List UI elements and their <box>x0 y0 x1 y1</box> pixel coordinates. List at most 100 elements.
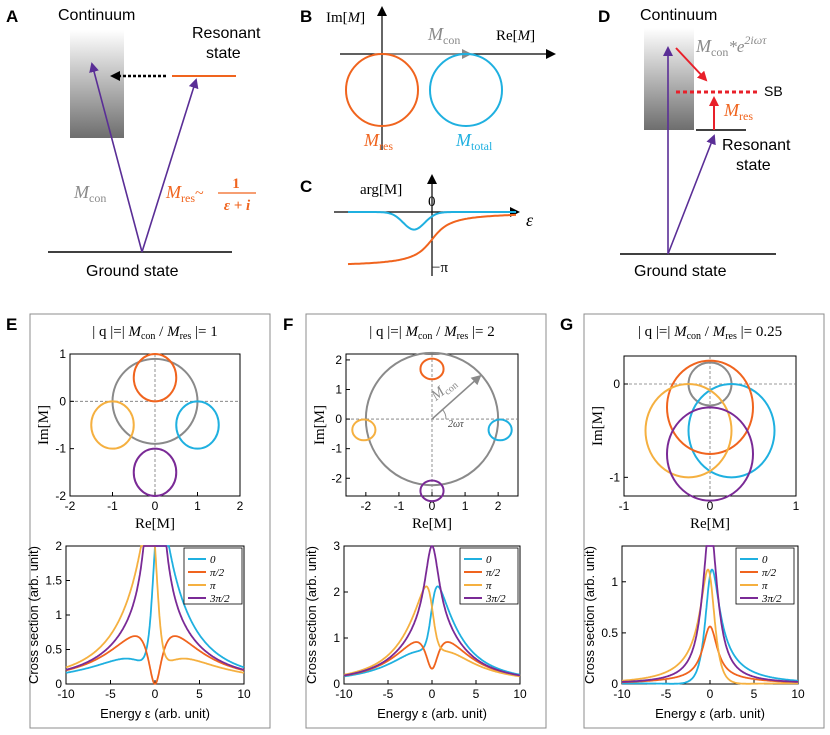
panel-a: A Continuum Resonant state Ground state … <box>6 7 261 280</box>
panelG-resonance-circle-blue <box>687 383 776 479</box>
panelE-xtick-label: 2 <box>237 499 244 513</box>
panelG-series-orange <box>622 625 798 684</box>
panelG-lower-xtick-label: 0 <box>707 687 714 701</box>
panelF-series-purple <box>344 544 520 677</box>
panelF-resonance-circle-blue <box>487 418 513 442</box>
panelF-lower-ytick-label: 0 <box>333 677 340 691</box>
panelF-xtick-label: -2 <box>361 499 372 513</box>
panelE-xtick-label: 1 <box>194 499 201 513</box>
panel-c-zero: 0 <box>428 194 436 210</box>
panel-b-ylabel: Im[M] <box>326 10 365 26</box>
panelG-lower-xtick-label: 10 <box>791 687 805 701</box>
panel-b-label: B <box>300 7 312 26</box>
panelF-ytick-label: -2 <box>331 471 342 485</box>
panelE-lower-ytick-label: 1.5 <box>45 574 62 588</box>
panel-a-continuum-arrow <box>89 62 143 253</box>
panelG-xlabel: Re[M] <box>690 516 730 532</box>
panel-e-cross-section: -10 -5 0 5 10 2 1.5 1 0.5 0 Energy ε (arb. unit) Cr… <box>26 539 251 721</box>
panel-f-angle-arc <box>441 408 447 420</box>
panelF-xtick-label: 0 <box>429 499 436 513</box>
panelE-ytick-label: 1 <box>59 347 66 361</box>
panelE-ytick-label: -2 <box>55 489 66 503</box>
panelG-legend-label-orange: π/2 <box>762 567 777 579</box>
panelG-lower-xtick-label: 5 <box>751 687 758 701</box>
panel-a-continuum-label: Continuum <box>58 7 135 24</box>
panel-a-label: A <box>6 7 18 26</box>
panelF-ylabel: Im[M] <box>312 405 328 445</box>
panel-a-mcon-label: Mcon <box>73 182 106 205</box>
panelE-resonance-circle-orange <box>132 353 178 403</box>
panelE-lower-xlabel: Energy ε (arb. unit) <box>100 706 210 721</box>
panelF-legend-box <box>459 547 519 605</box>
panel-d-resonant-line1: Resonant <box>722 137 791 154</box>
panelF-resonance-circle-purple <box>419 479 445 503</box>
panelG-xtick-label: -1 <box>619 499 630 513</box>
panelF-lower-xtick-label: -10 <box>335 687 353 701</box>
panelE-legend-box <box>183 547 243 605</box>
panel-d: D Continuum SB Resonant state Ground sta… <box>598 7 791 280</box>
panelF-xtick-label: 2 <box>495 499 502 513</box>
panel-b: B Im[M] Re[M] Mcon Mres Mtotal <box>300 6 556 153</box>
panelF-ytick-label: 2 <box>335 353 342 367</box>
panelF-lower-xtick-label: 5 <box>473 687 480 701</box>
panelF-xtick-label: -1 <box>394 499 405 513</box>
panel-e-frame <box>29 313 271 729</box>
panelG-resonance-circle-yellow <box>644 383 733 479</box>
panelG-series-yellow <box>622 568 798 685</box>
panel-d-resonant-line2: state <box>736 157 771 174</box>
panelE-legend-label-yellow: π <box>210 580 216 592</box>
panel-a-frac-denominator: ε + i <box>224 198 251 214</box>
panelG-title: | q |=| Mcon / Mres |= 0.25 <box>638 324 782 342</box>
panelE-xtick-label: -2 <box>65 499 76 513</box>
panelF-lower-ytick-label: 1 <box>333 631 340 645</box>
panelE-lower-xtick-label: -5 <box>105 687 116 701</box>
panelF-ytick-label: -1 <box>331 442 342 456</box>
panelE-xlabel: Re[M] <box>135 516 175 532</box>
panelF-lower-ylabel: Cross section (arb. unit) <box>304 546 319 684</box>
panelE-ylabel: Im[M] <box>36 405 52 445</box>
panelF-ytick-label: 1 <box>335 383 342 397</box>
panelE-lower-xtick-label: 10 <box>237 687 251 701</box>
panelE-title: | q |=| Mcon / Mres |= 1 <box>92 324 217 342</box>
panel-d-ground-label: Ground state <box>634 263 727 280</box>
panelG-legend-label-blue: 0 <box>762 554 768 566</box>
panelG-legend-box <box>735 547 795 605</box>
panelG-legend-label-yellow: π <box>762 580 768 592</box>
panel-d-mres-label: Mres <box>723 100 753 123</box>
panel-f-mcon-vector <box>431 374 482 420</box>
panel-a-resonant-line2: state <box>206 45 241 62</box>
panel-d-continuum-block <box>644 28 694 130</box>
panelE-series-orange <box>65 635 245 686</box>
panel-d-resonant-arrow <box>667 134 716 255</box>
panelG-lower-ytick-label: 1 <box>611 575 618 589</box>
panel-d-sb-label: SB <box>764 83 783 99</box>
panelF-legend-label-orange: π/2 <box>486 567 501 579</box>
panelG-ytick-label: -1 <box>609 470 620 484</box>
panel-b-xlabel: Re[M] <box>496 28 535 44</box>
panel-e-label: E <box>6 315 17 334</box>
panelE-xtick-label: 0 <box>152 499 159 513</box>
panelE-legend-label-orange: π/2 <box>210 567 225 579</box>
panelF-lower-xtick-label: -5 <box>383 687 394 701</box>
panelF-lower-ytick-label: 3 <box>333 539 340 553</box>
panel-d-continuum-label: Continuum <box>640 7 717 24</box>
panelE-xtick-label: -1 <box>107 499 118 513</box>
panelF-lower-ytick-label: 2 <box>333 585 340 599</box>
panel-a-mres-label: Mres~ <box>165 182 204 205</box>
panel-g-frame <box>583 313 825 729</box>
panelE-lower-ytick-label: 0.5 <box>45 643 62 657</box>
panel-d-mcon-expression: Mcon*e2iωτ <box>695 33 767 59</box>
panel-e-complex-plane: | q |=| Mcon / Mres |= 1 -2 -1 0 1 2 1 0 -1 -2 Re[… <box>36 324 244 532</box>
panel-c-label: C <box>300 177 312 196</box>
panelE-lower-ylabel: Cross section (arb. unit) <box>26 546 41 684</box>
panelE-lower-ytick-label: 1 <box>55 608 62 622</box>
panel-f-angle-label: 2ωτ <box>448 419 464 430</box>
panelG-lower-xtick-label: -5 <box>661 687 672 701</box>
panelF-xlabel: Re[M] <box>412 516 452 532</box>
panel-d-label: D <box>598 7 610 26</box>
panel-c: C arg[M] 0 ε −π <box>300 174 534 276</box>
panelG-lower-xtick-label: -10 <box>613 687 631 701</box>
panelF-legend-label-blue: 0 <box>486 554 492 566</box>
